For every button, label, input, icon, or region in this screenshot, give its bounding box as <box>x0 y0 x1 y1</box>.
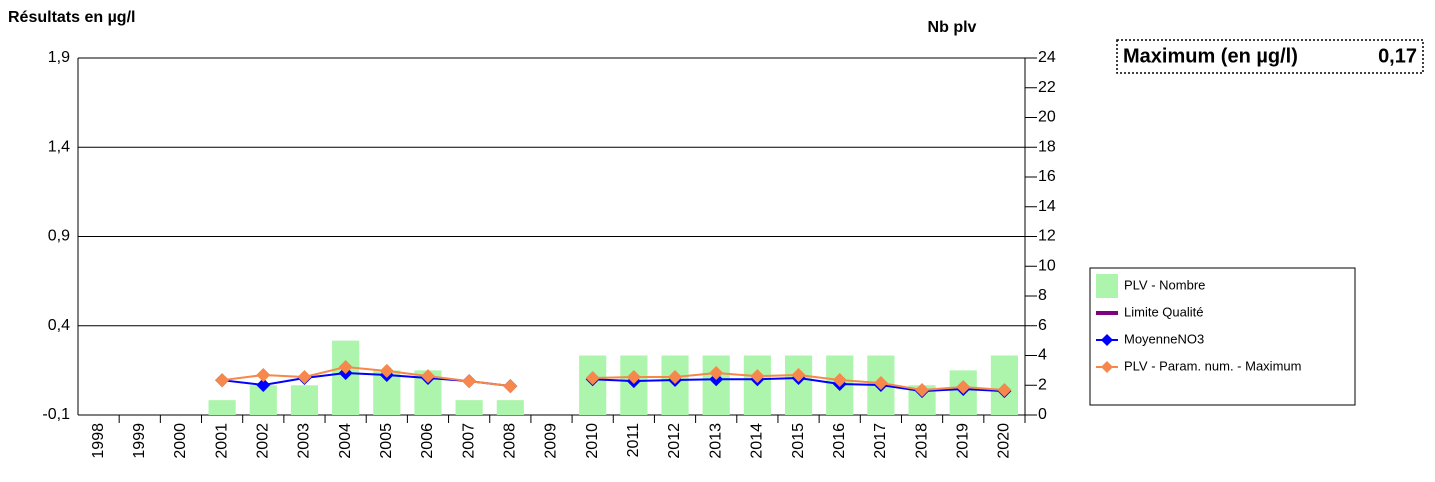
y2-tick-label: 20 <box>1038 109 1056 126</box>
y2-tick-label: 10 <box>1038 257 1056 274</box>
legend-swatch <box>1096 274 1118 298</box>
point <box>668 369 683 384</box>
legend-swatch <box>1096 311 1118 315</box>
bar <box>208 400 236 415</box>
x-tick-label: 2013 <box>707 423 724 459</box>
x-tick-label: 2007 <box>460 423 477 459</box>
point <box>256 368 271 383</box>
point <box>462 374 477 389</box>
y-tick-label: 0,4 <box>48 317 70 334</box>
y-tick-label: 1,4 <box>48 138 70 155</box>
y-tick-label: 1,9 <box>48 49 70 66</box>
point <box>420 369 435 384</box>
point <box>915 383 930 398</box>
point <box>585 371 600 386</box>
x-tick-label: 2011 <box>625 423 642 458</box>
y2-tick-label: 0 <box>1038 406 1047 423</box>
annotation-value: 0,17 <box>1378 45 1417 67</box>
x-tick-label: 2006 <box>419 423 436 459</box>
legend <box>1089 267 1356 406</box>
x-tick-label: 2000 <box>172 423 189 459</box>
y2-axis-label: Nb plv <box>928 19 977 36</box>
x-tick-label: 2005 <box>378 423 395 459</box>
x-tick-label: 1999 <box>131 423 148 459</box>
x-tick-label: 2003 <box>296 423 313 459</box>
y2-tick-label: 14 <box>1038 198 1056 215</box>
y2-tick-label: 22 <box>1038 79 1056 96</box>
y2-tick-label: 6 <box>1038 317 1047 334</box>
x-tick-label: 2004 <box>337 423 354 459</box>
bar <box>784 355 813 415</box>
point <box>338 359 353 374</box>
x-tick-label: 2009 <box>543 423 560 459</box>
bar <box>290 385 319 415</box>
y2-tick-label: 8 <box>1038 287 1047 304</box>
x-tick-label: 2012 <box>666 423 683 459</box>
x-tick-label: 2017 <box>872 423 889 459</box>
x-tick-label: 2018 <box>913 423 930 459</box>
point <box>832 373 847 388</box>
y-axis-label: Résultats en µg/l <box>8 9 135 26</box>
point <box>791 368 806 383</box>
annotation-box <box>1116 39 1424 74</box>
legend-label: Limite Qualité <box>1124 304 1203 319</box>
point <box>873 376 888 391</box>
legend-swatch <box>1101 334 1113 346</box>
x-tick-label: 2015 <box>790 423 807 459</box>
x-tick-label: 1998 <box>90 423 107 459</box>
bar <box>455 400 483 415</box>
legend-label: PLV - Nombre <box>1124 277 1205 292</box>
x-tick-label: 2008 <box>502 423 519 459</box>
x-tick-label: 2002 <box>255 423 272 459</box>
point <box>709 366 724 381</box>
point <box>379 363 394 378</box>
annotation-label: Maximum (en µg/l) <box>1123 45 1298 67</box>
point <box>256 378 271 393</box>
point <box>750 369 765 384</box>
y2-tick-label: 24 <box>1038 49 1056 66</box>
point <box>626 369 641 384</box>
y2-tick-label: 12 <box>1038 228 1056 245</box>
x-tick-label: 2014 <box>749 423 766 459</box>
x-tick-label: 2016 <box>831 423 848 459</box>
y-tick-label: -0,1 <box>42 406 70 423</box>
x-tick-label: 2001 <box>213 423 230 459</box>
y2-tick-label: 2 <box>1038 376 1047 393</box>
legend-swatch <box>1101 361 1113 373</box>
x-tick-label: 2020 <box>996 423 1013 459</box>
legend-label: PLV - Param. num. - Maximum <box>1124 358 1301 373</box>
y2-tick-label: 4 <box>1038 347 1047 364</box>
point <box>997 383 1012 398</box>
point <box>215 373 230 388</box>
bar <box>496 400 524 415</box>
x-tick-label: 2010 <box>584 423 601 459</box>
point <box>297 369 312 384</box>
y-tick-label: 0,9 <box>48 228 70 245</box>
y2-tick-label: 18 <box>1038 138 1056 155</box>
legend-label: MoyenneNO3 <box>1124 331 1204 346</box>
point <box>503 379 518 394</box>
y2-tick-label: 16 <box>1038 168 1056 185</box>
x-tick-label: 2019 <box>954 423 971 459</box>
point <box>956 379 971 394</box>
